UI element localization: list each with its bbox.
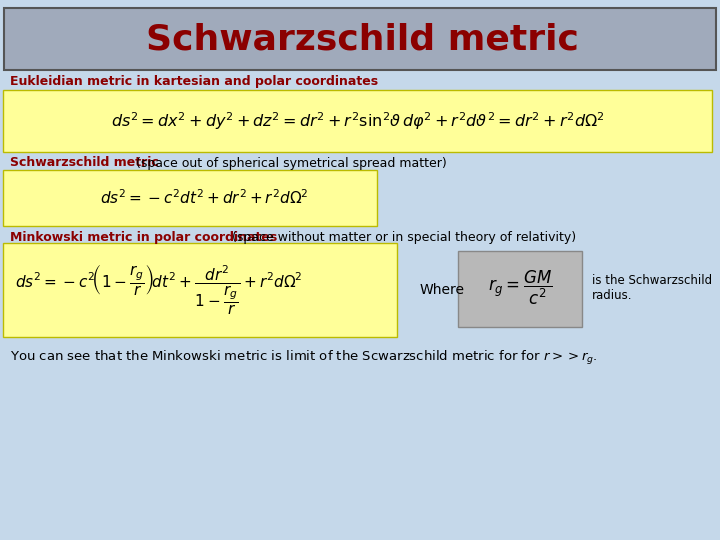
Text: (space out of spherical symetrical spread matter): (space out of spherical symetrical sprea…	[132, 157, 446, 170]
FancyBboxPatch shape	[3, 170, 377, 226]
Text: Schwarzschild metric: Schwarzschild metric	[145, 22, 578, 56]
Text: $ds^2 = -c^2\!\left(1-\dfrac{r_g}{r}\right)\!dt^2 + \dfrac{dr^2}{1-\dfrac{r_g}{r: $ds^2 = -c^2\!\left(1-\dfrac{r_g}{r}\rig…	[15, 263, 302, 318]
FancyBboxPatch shape	[3, 90, 712, 152]
Text: $r_g = \dfrac{GM}{c^2}$: $r_g = \dfrac{GM}{c^2}$	[488, 269, 552, 307]
Text: Where: Where	[420, 283, 465, 297]
Text: is the Schwarzschild
radius.: is the Schwarzschild radius.	[592, 274, 712, 302]
FancyBboxPatch shape	[458, 251, 582, 327]
FancyBboxPatch shape	[4, 8, 716, 70]
Text: $ds^2 = dx^2 + dy^2 + dz^2 = dr^2 + r^2\sin^2\!\vartheta\, d\varphi^2 + r^2d\var: $ds^2 = dx^2 + dy^2 + dz^2 = dr^2 + r^2\…	[111, 110, 605, 132]
Text: (space without matter or in special theory of relativity): (space without matter or in special theo…	[228, 231, 576, 244]
Text: Minkowski metric in polar coordinates: Minkowski metric in polar coordinates	[10, 231, 277, 244]
Text: Schwarzschild metric: Schwarzschild metric	[10, 157, 158, 170]
Text: Eukleidian metric in kartesian and polar coordinates: Eukleidian metric in kartesian and polar…	[10, 76, 378, 89]
FancyBboxPatch shape	[3, 243, 397, 337]
Text: You can see that the Minkowski metric is limit of the Scwarzschild metric for fo: You can see that the Minkowski metric is…	[10, 349, 598, 367]
Text: $ds^2 = -c^2dt^2 + dr^2 + r^2d\Omega^2$: $ds^2 = -c^2dt^2 + dr^2 + r^2d\Omega^2$	[100, 188, 308, 207]
